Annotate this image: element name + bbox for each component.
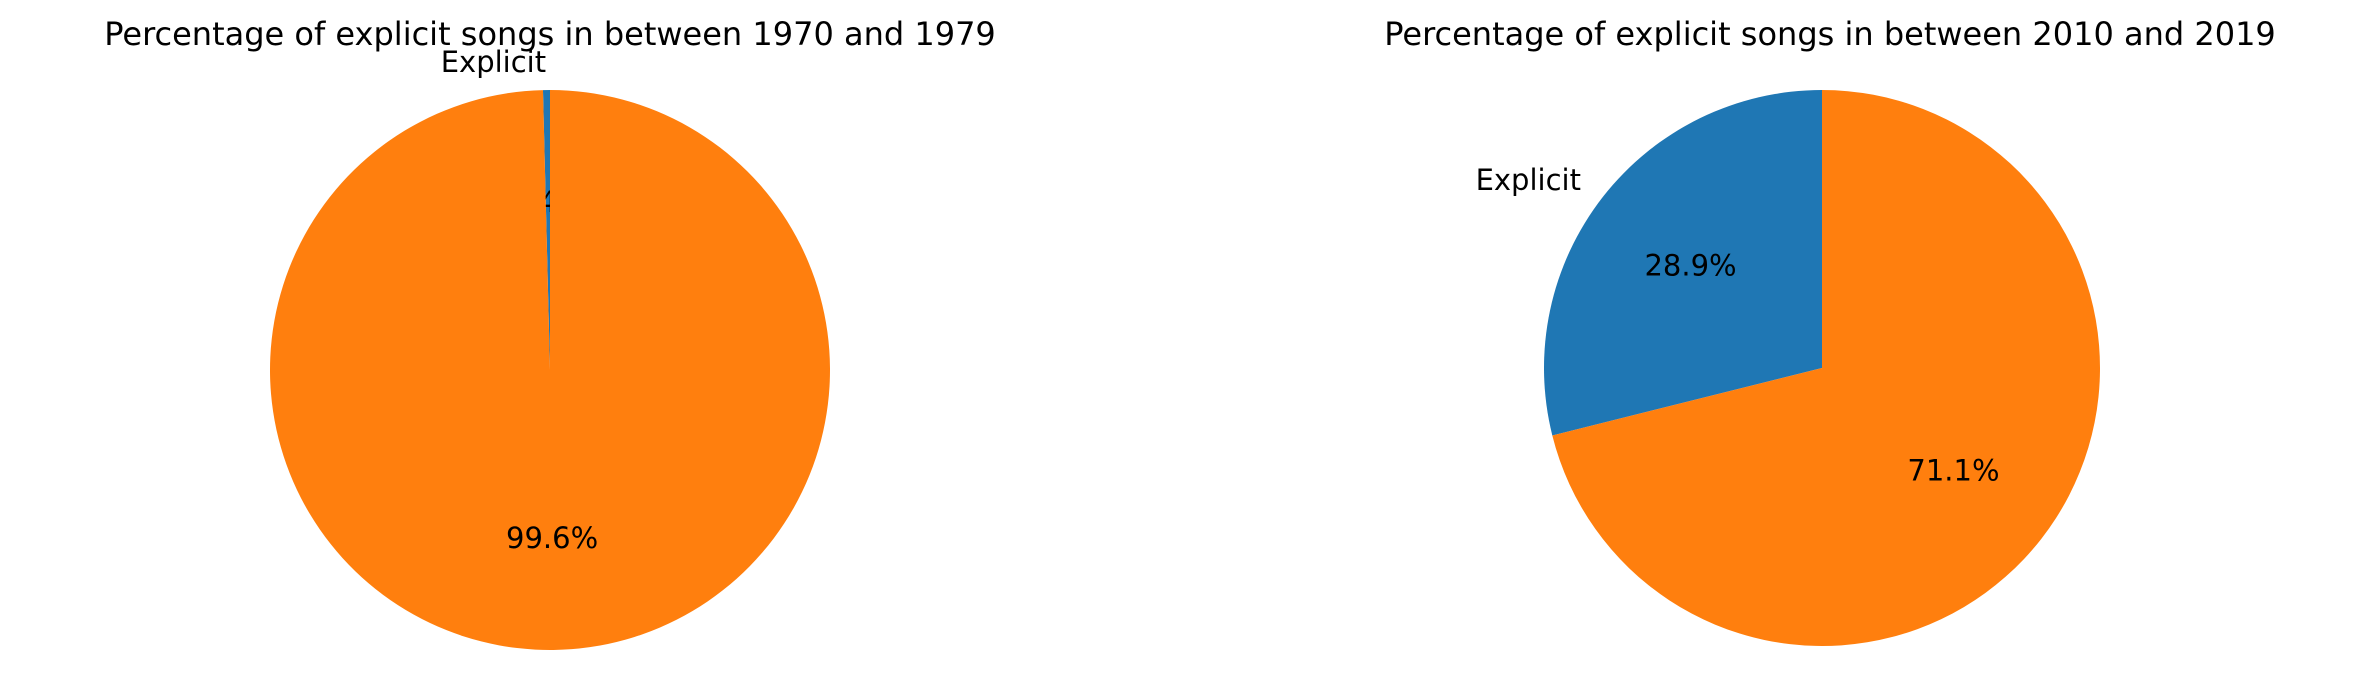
slice-category-label: Explicit	[1476, 163, 1581, 197]
pie-slice-other	[270, 90, 831, 650]
pie-slice-explicit	[542, 90, 550, 370]
pie-slice-other	[1552, 90, 2100, 646]
chart-title: Percentage of explicit songs in between …	[104, 15, 996, 53]
pie-slice-explicit	[1544, 90, 1822, 436]
pie-chart-1970s: Percentage of explicit songs in between …	[104, 15, 996, 650]
chart-title: Percentage of explicit songs in between …	[1384, 15, 2276, 53]
slice-percentage-label: 71.1%	[1907, 454, 1999, 488]
slice-category-label: Explicit	[441, 45, 546, 79]
slice-percentage-label: 99.6%	[506, 521, 598, 555]
slice-percentage-label: 28.9%	[1644, 248, 1736, 282]
pie-chart-2010s: Percentage of explicit songs in between …	[1384, 15, 2276, 646]
